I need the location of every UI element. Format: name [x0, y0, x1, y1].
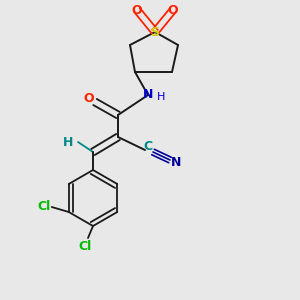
- Text: O: O: [168, 4, 178, 16]
- Text: H: H: [63, 136, 73, 148]
- Text: Cl: Cl: [78, 239, 92, 253]
- Text: Cl: Cl: [37, 200, 50, 214]
- Text: N: N: [143, 88, 153, 101]
- Text: C: C: [143, 140, 153, 154]
- Text: S: S: [151, 26, 160, 38]
- Text: H: H: [157, 92, 165, 102]
- Text: O: O: [84, 92, 94, 104]
- Text: O: O: [132, 4, 142, 16]
- Text: N: N: [171, 155, 181, 169]
